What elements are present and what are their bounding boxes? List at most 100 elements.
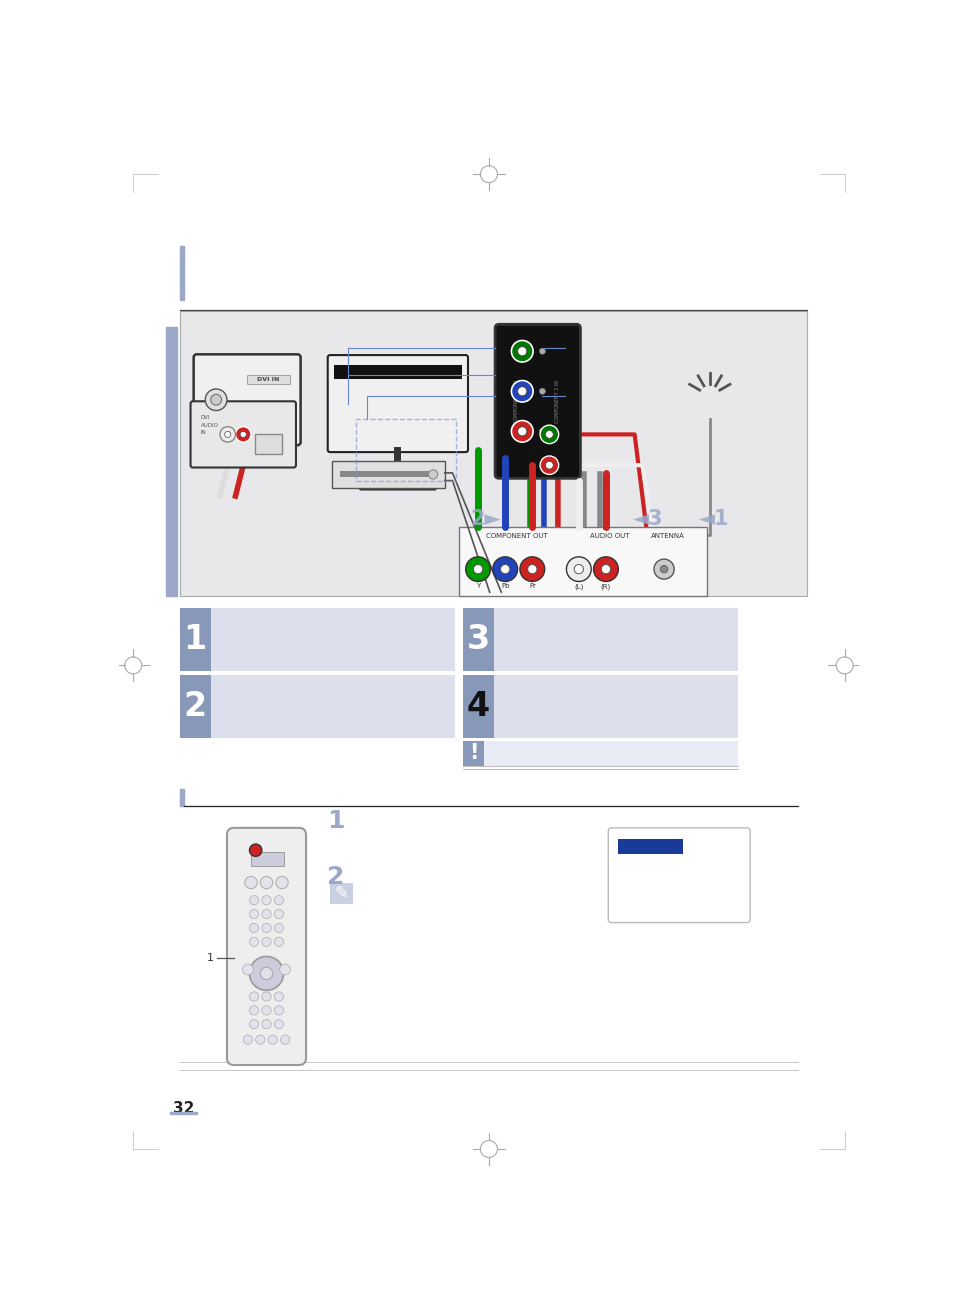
Circle shape bbox=[527, 565, 537, 574]
Circle shape bbox=[255, 1035, 265, 1044]
Circle shape bbox=[260, 876, 273, 888]
Circle shape bbox=[249, 992, 258, 1001]
Bar bbox=[462, 741, 484, 765]
Text: DVI: DVI bbox=[200, 415, 210, 421]
FancyBboxPatch shape bbox=[608, 828, 749, 922]
Text: (L): (L) bbox=[574, 583, 583, 590]
Circle shape bbox=[220, 427, 235, 441]
Circle shape bbox=[517, 347, 526, 356]
Circle shape bbox=[242, 964, 253, 975]
Bar bbox=[179, 789, 184, 806]
Circle shape bbox=[249, 896, 258, 905]
Text: Pb: Pb bbox=[500, 583, 509, 590]
Circle shape bbox=[465, 557, 490, 582]
Circle shape bbox=[654, 559, 674, 579]
Circle shape bbox=[280, 1035, 290, 1044]
Circle shape bbox=[511, 380, 533, 402]
Bar bbox=[179, 608, 211, 671]
Text: ◄3: ◄3 bbox=[633, 510, 663, 529]
Circle shape bbox=[274, 992, 283, 1001]
FancyBboxPatch shape bbox=[191, 401, 295, 468]
Circle shape bbox=[566, 557, 591, 582]
Circle shape bbox=[211, 394, 221, 405]
Circle shape bbox=[539, 456, 558, 474]
Circle shape bbox=[274, 937, 283, 946]
Bar bbox=[340, 470, 436, 477]
Text: 2: 2 bbox=[327, 865, 344, 889]
Circle shape bbox=[249, 844, 261, 857]
Circle shape bbox=[275, 876, 288, 888]
Circle shape bbox=[500, 565, 509, 574]
Circle shape bbox=[511, 341, 533, 362]
Text: AUDIO: AUDIO bbox=[200, 423, 218, 427]
Text: 32: 32 bbox=[173, 1100, 194, 1116]
Bar bbox=[462, 608, 737, 671]
Bar bbox=[179, 675, 455, 738]
Bar bbox=[166, 326, 177, 596]
Circle shape bbox=[274, 909, 283, 918]
Bar bbox=[458, 527, 706, 596]
Text: (R): (R) bbox=[600, 583, 611, 590]
Bar bbox=[462, 675, 737, 738]
Text: 1: 1 bbox=[327, 810, 344, 833]
Circle shape bbox=[205, 389, 227, 410]
Bar bbox=[179, 675, 211, 738]
Circle shape bbox=[249, 1006, 258, 1015]
Text: !: ! bbox=[468, 743, 477, 764]
Circle shape bbox=[224, 431, 231, 438]
Bar bbox=[179, 246, 183, 300]
Bar bbox=[617, 838, 682, 854]
Text: 1: 1 bbox=[183, 622, 207, 656]
Circle shape bbox=[261, 1006, 271, 1015]
Circle shape bbox=[519, 557, 544, 582]
Circle shape bbox=[593, 557, 618, 582]
Circle shape bbox=[279, 964, 291, 975]
Bar bbox=[254, 435, 282, 453]
Circle shape bbox=[659, 566, 667, 572]
Bar bbox=[355, 419, 456, 481]
Circle shape bbox=[249, 909, 258, 918]
Circle shape bbox=[511, 421, 533, 441]
Circle shape bbox=[428, 470, 437, 479]
Circle shape bbox=[274, 924, 283, 933]
Text: ANTENNA: ANTENNA bbox=[650, 533, 684, 540]
Circle shape bbox=[249, 937, 258, 946]
Text: ✎: ✎ bbox=[335, 884, 348, 903]
Circle shape bbox=[538, 348, 545, 354]
Circle shape bbox=[249, 924, 258, 933]
Bar bbox=[251, 852, 283, 866]
FancyBboxPatch shape bbox=[495, 325, 579, 478]
Bar bbox=[170, 1112, 196, 1115]
Circle shape bbox=[261, 896, 271, 905]
Bar bbox=[462, 741, 737, 765]
Circle shape bbox=[545, 431, 553, 439]
Circle shape bbox=[517, 386, 526, 396]
Bar bbox=[179, 312, 806, 596]
Text: AUDIO OUT: AUDIO OUT bbox=[590, 533, 629, 540]
Text: IN: IN bbox=[200, 431, 206, 435]
Circle shape bbox=[473, 565, 482, 574]
Circle shape bbox=[261, 992, 271, 1001]
Circle shape bbox=[261, 1019, 271, 1028]
Circle shape bbox=[538, 428, 545, 435]
Bar bbox=[462, 675, 493, 738]
FancyBboxPatch shape bbox=[328, 355, 468, 452]
Circle shape bbox=[240, 431, 246, 438]
Text: COMPONENT 2 IN: COMPONENT 2 IN bbox=[555, 380, 559, 423]
FancyBboxPatch shape bbox=[227, 828, 306, 1065]
Bar bbox=[330, 883, 353, 904]
Text: 2: 2 bbox=[183, 689, 207, 723]
Text: COMPONENT 1 IN: COMPONENT 1 IN bbox=[514, 380, 519, 423]
Text: 1: 1 bbox=[207, 952, 214, 963]
Bar bbox=[179, 608, 455, 671]
Text: 2►: 2► bbox=[470, 510, 500, 529]
Text: COMPONENT OUT: COMPONENT OUT bbox=[485, 533, 547, 540]
Circle shape bbox=[274, 896, 283, 905]
FancyBboxPatch shape bbox=[359, 472, 436, 490]
Circle shape bbox=[235, 427, 251, 441]
Circle shape bbox=[249, 956, 283, 990]
Circle shape bbox=[261, 909, 271, 918]
Circle shape bbox=[600, 565, 610, 574]
Circle shape bbox=[574, 565, 583, 574]
Text: Y: Y bbox=[476, 583, 479, 590]
